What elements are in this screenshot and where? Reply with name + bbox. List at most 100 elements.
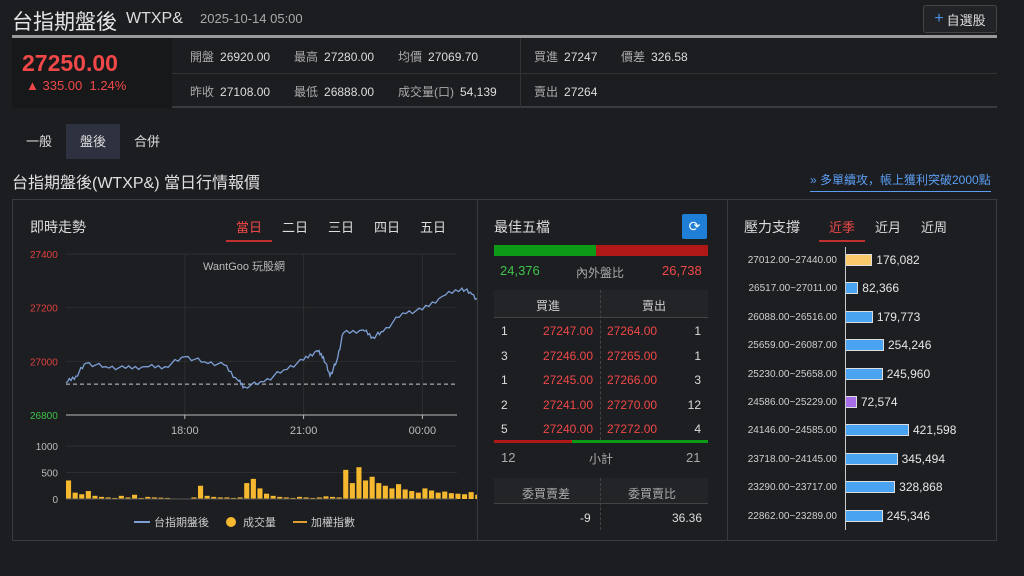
volume-bar xyxy=(231,497,237,499)
volume-bar xyxy=(846,282,859,295)
ask-total: 21 xyxy=(686,450,701,465)
divider xyxy=(477,199,478,541)
volume-bar xyxy=(846,424,909,437)
bid-total-fill xyxy=(494,440,572,443)
bid-label: 買進 xyxy=(534,50,559,64)
volume-bar xyxy=(369,476,375,499)
ask-header: 賣出 xyxy=(642,299,667,313)
volume-bar xyxy=(264,493,270,499)
field-label: 最低 xyxy=(294,85,319,99)
bar-value-label: 421,598 xyxy=(913,423,957,438)
diff-label: 委買賣差 xyxy=(522,487,571,501)
volume-bar xyxy=(290,497,296,499)
add-watchlist-button[interactable]: + 自選股 xyxy=(923,5,997,33)
bar-value-label: 328,868 xyxy=(899,480,943,495)
divider xyxy=(727,199,728,541)
price-range-label: 26088.00~26516.00 xyxy=(747,311,837,323)
page-title: 台指期盤後 xyxy=(12,11,117,34)
price-range-label: 27012.00~27440.00 xyxy=(747,255,837,266)
symbol-code: WTXP& xyxy=(126,10,183,27)
period-tab[interactable]: 近月 xyxy=(874,220,901,235)
ask-qty: 3 xyxy=(694,373,701,387)
volume-bar xyxy=(297,496,303,499)
price-range-label: 25230.00~25658.00 xyxy=(747,368,837,380)
bid-qty: 2 xyxy=(501,397,508,412)
quote-field: 成交量(口) 54,139 xyxy=(398,83,497,100)
x-tick-label: 00:00 xyxy=(409,425,437,437)
orderbook-row: 3 27246.00 27265.00 1 xyxy=(494,347,708,367)
spread-label: 價差 xyxy=(621,50,646,64)
period-tab[interactable]: 近季 xyxy=(819,217,865,242)
range-tab[interactable]: 三日 xyxy=(327,220,354,235)
volume-bar xyxy=(138,497,144,499)
volume-bar xyxy=(349,483,355,499)
range-tab[interactable]: 五日 xyxy=(419,220,446,235)
range-tab[interactable]: 當日 xyxy=(226,217,272,242)
datetime: 2025-10-14 05:00 xyxy=(200,11,303,26)
orderbook-row: 1 27245.00 27266.00 3 xyxy=(494,371,708,391)
volume-bar xyxy=(198,485,204,499)
row-divider xyxy=(172,73,997,74)
tab-after-hours[interactable]: 盤後 xyxy=(66,124,121,159)
period-tab[interactable]: 近周 xyxy=(920,220,947,235)
ask-label: 賣出 xyxy=(534,85,559,99)
field-label: 最高 xyxy=(294,50,319,64)
refresh-button[interactable]: ⟳ xyxy=(682,214,707,239)
orderbook-title: 最佳五檔 xyxy=(494,219,550,235)
volume-tick-label: 1000 xyxy=(36,442,59,453)
volume-bar xyxy=(283,497,289,499)
price-change: ▲ 335.00 1.24% xyxy=(26,78,126,93)
bid-price: 27246.00 xyxy=(542,348,593,363)
price-range-label: 23718.00~24145.00 xyxy=(747,453,837,465)
volume-bar xyxy=(422,488,428,499)
orderbook-header: 買進 賣出 xyxy=(494,290,708,318)
field-label: 昨收 xyxy=(190,85,215,99)
column-divider xyxy=(600,290,601,440)
axis-line xyxy=(845,247,846,530)
last-price: 27250.00 xyxy=(22,50,118,76)
volume-bar xyxy=(376,483,382,499)
ask-field: 賣出 27264 xyxy=(534,83,597,100)
bid-price: 27241.00 xyxy=(542,397,593,412)
volume-bar xyxy=(846,367,883,380)
volume-bar xyxy=(257,488,263,499)
volume-bar xyxy=(429,490,435,499)
tab-general[interactable]: 一般 xyxy=(26,134,53,149)
bid-qty: 1 xyxy=(501,324,508,338)
volume-bar xyxy=(310,497,316,499)
field-value: 27069.70 xyxy=(428,50,479,64)
field-value: 27108.00 xyxy=(220,85,271,99)
legend-label: 加權指數 xyxy=(311,515,355,529)
bar-value-label: 254,246 xyxy=(887,338,932,353)
y-tick-label: 26800 xyxy=(30,411,58,422)
volume-bar xyxy=(66,480,72,499)
volume-bar xyxy=(316,497,322,499)
range-tab[interactable]: 四日 xyxy=(373,220,400,235)
trend-title: 即時走勢 xyxy=(30,219,86,235)
inner-volume: 24,376 xyxy=(500,263,540,278)
volume-bar xyxy=(455,493,461,499)
news-link[interactable]: » 多單續攻，帳上獲利突破2000點 xyxy=(810,171,991,192)
volume-bar xyxy=(846,481,896,494)
volume-bar xyxy=(343,469,349,499)
price-range-label: 25659.00~26087.00 xyxy=(747,340,837,352)
ratio2-value: 36.36 xyxy=(672,511,703,525)
diff-value: -9 xyxy=(580,511,591,525)
volume-bar xyxy=(846,254,873,266)
ratio2-label: 委買賣比 xyxy=(628,487,677,501)
legend-label: 成交量 xyxy=(243,515,276,529)
volume-bar xyxy=(323,496,329,499)
tab-combined[interactable]: 合併 xyxy=(134,134,161,149)
volume-bar xyxy=(85,491,91,499)
outer-volume: 26,738 xyxy=(662,263,702,278)
bar-value-label: 245,346 xyxy=(886,508,931,523)
volume-bar xyxy=(277,496,283,499)
volume-bar xyxy=(118,495,124,499)
price-range-label: 24146.00~24585.00 xyxy=(747,425,837,437)
volume-bar xyxy=(475,494,477,499)
volume-bar xyxy=(237,497,243,499)
ask-qty: 1 xyxy=(694,324,701,338)
bid-price: 27240.00 xyxy=(542,422,593,436)
pressure-title: 壓力支撐 xyxy=(744,219,800,235)
range-tab[interactable]: 二日 xyxy=(281,220,308,235)
